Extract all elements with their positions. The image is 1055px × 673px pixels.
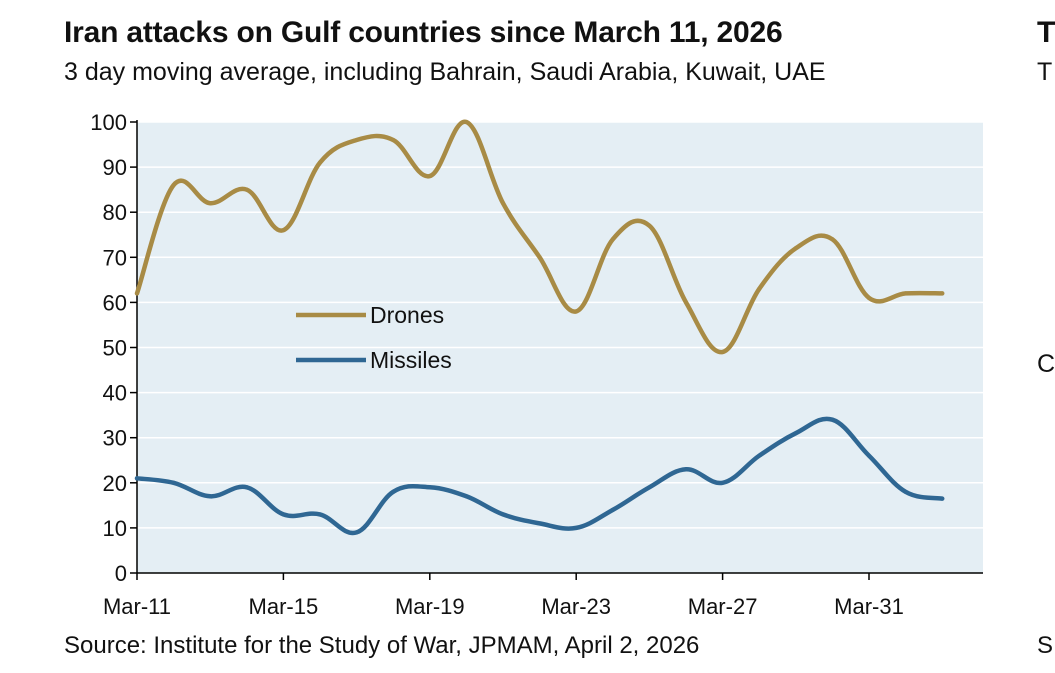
data-point-missiles bbox=[903, 489, 908, 494]
y-tick-label: 40 bbox=[103, 381, 127, 406]
legend-label-missiles: Missiles bbox=[370, 347, 452, 373]
data-point-drones bbox=[427, 174, 432, 179]
data-point-drones bbox=[354, 138, 359, 143]
series-missiles bbox=[134, 416, 945, 536]
cropped-title-fragment: T bbox=[1037, 16, 1055, 49]
data-point-missiles bbox=[427, 485, 432, 490]
data-point-drones bbox=[940, 291, 945, 296]
series-drones bbox=[134, 119, 945, 355]
y-tick-label: 20 bbox=[103, 471, 127, 496]
y-tick-label: 10 bbox=[103, 516, 127, 541]
cropped-label-fragment: C bbox=[1037, 350, 1055, 378]
data-point-drones bbox=[793, 246, 798, 251]
x-tick-label: Mar-11 bbox=[103, 594, 171, 619]
x-tick-label: Mar-31 bbox=[834, 594, 904, 619]
data-point-missiles bbox=[647, 485, 652, 490]
chart-source: Source: Institute for the Study of War, … bbox=[64, 632, 700, 659]
data-point-missiles bbox=[830, 417, 835, 422]
data-point-missiles bbox=[757, 453, 762, 458]
data-point-drones bbox=[610, 237, 615, 242]
line-chart: 0 10 20 30 40 50 60 70 80 90 100 Mar-11 Mar-15 Mar-19… bbox=[90, 110, 983, 619]
data-point-drones bbox=[830, 237, 835, 242]
legend: Drones Missiles bbox=[296, 302, 452, 373]
y-tick-label: 50 bbox=[103, 336, 127, 361]
data-point-missiles bbox=[464, 494, 469, 499]
y-tick-label: 80 bbox=[103, 200, 127, 225]
data-point-drones bbox=[244, 187, 249, 192]
data-point-drones bbox=[281, 228, 286, 233]
chart-title: Iran attacks on Gulf countries since Mar… bbox=[64, 16, 783, 49]
legend-label-drones: Drones bbox=[370, 302, 444, 328]
y-tick-label: 0 bbox=[115, 561, 127, 586]
y-tick-label: 30 bbox=[103, 426, 127, 451]
x-tick-label: Mar-19 bbox=[395, 594, 465, 619]
data-point-missiles bbox=[867, 453, 871, 458]
data-point-missiles bbox=[354, 530, 359, 535]
data-point-drones bbox=[208, 201, 213, 206]
data-point-drones bbox=[537, 255, 542, 260]
data-point-drones bbox=[391, 138, 396, 143]
x-tick-label: Mar-23 bbox=[541, 594, 611, 619]
data-point-missiles bbox=[720, 480, 725, 485]
chart-subtitle: 3 day moving average, including Bahrain,… bbox=[64, 58, 826, 86]
data-point-missiles bbox=[318, 512, 322, 517]
data-point-drones bbox=[171, 183, 176, 188]
data-point-drones bbox=[867, 295, 871, 300]
y-tick-label: 60 bbox=[103, 290, 127, 315]
data-point-missiles bbox=[135, 476, 139, 481]
data-point-missiles bbox=[244, 485, 249, 490]
data-point-drones bbox=[501, 201, 505, 206]
y-tick-label: 90 bbox=[103, 155, 127, 180]
y-tick-label: 100 bbox=[90, 110, 127, 135]
data-point-missiles bbox=[171, 480, 176, 485]
data-point-missiles bbox=[610, 507, 615, 512]
cropped-subtitle-fragment: T bbox=[1037, 58, 1053, 86]
data-point-drones bbox=[135, 291, 139, 296]
data-point-missiles bbox=[537, 521, 542, 526]
cropped-source-fragment: S bbox=[1037, 632, 1054, 659]
data-point-missiles bbox=[574, 525, 579, 530]
data-point-missiles bbox=[208, 494, 213, 499]
x-tick-label: Mar-27 bbox=[688, 594, 758, 619]
data-point-missiles bbox=[281, 512, 286, 517]
y-tick-label: 70 bbox=[103, 245, 127, 270]
data-point-drones bbox=[318, 160, 322, 165]
data-point-drones bbox=[720, 350, 725, 355]
data-point-missiles bbox=[391, 489, 396, 494]
data-point-drones bbox=[684, 300, 688, 305]
data-point-drones bbox=[903, 291, 908, 296]
data-point-drones bbox=[464, 120, 469, 124]
data-point-missiles bbox=[501, 512, 505, 517]
data-point-missiles bbox=[940, 496, 945, 501]
data-point-missiles bbox=[684, 467, 688, 472]
x-tick-label: Mar-15 bbox=[249, 594, 319, 619]
data-point-drones bbox=[757, 286, 762, 291]
data-point-missiles bbox=[793, 431, 798, 436]
data-point-drones bbox=[647, 223, 652, 228]
data-point-drones bbox=[574, 309, 579, 314]
